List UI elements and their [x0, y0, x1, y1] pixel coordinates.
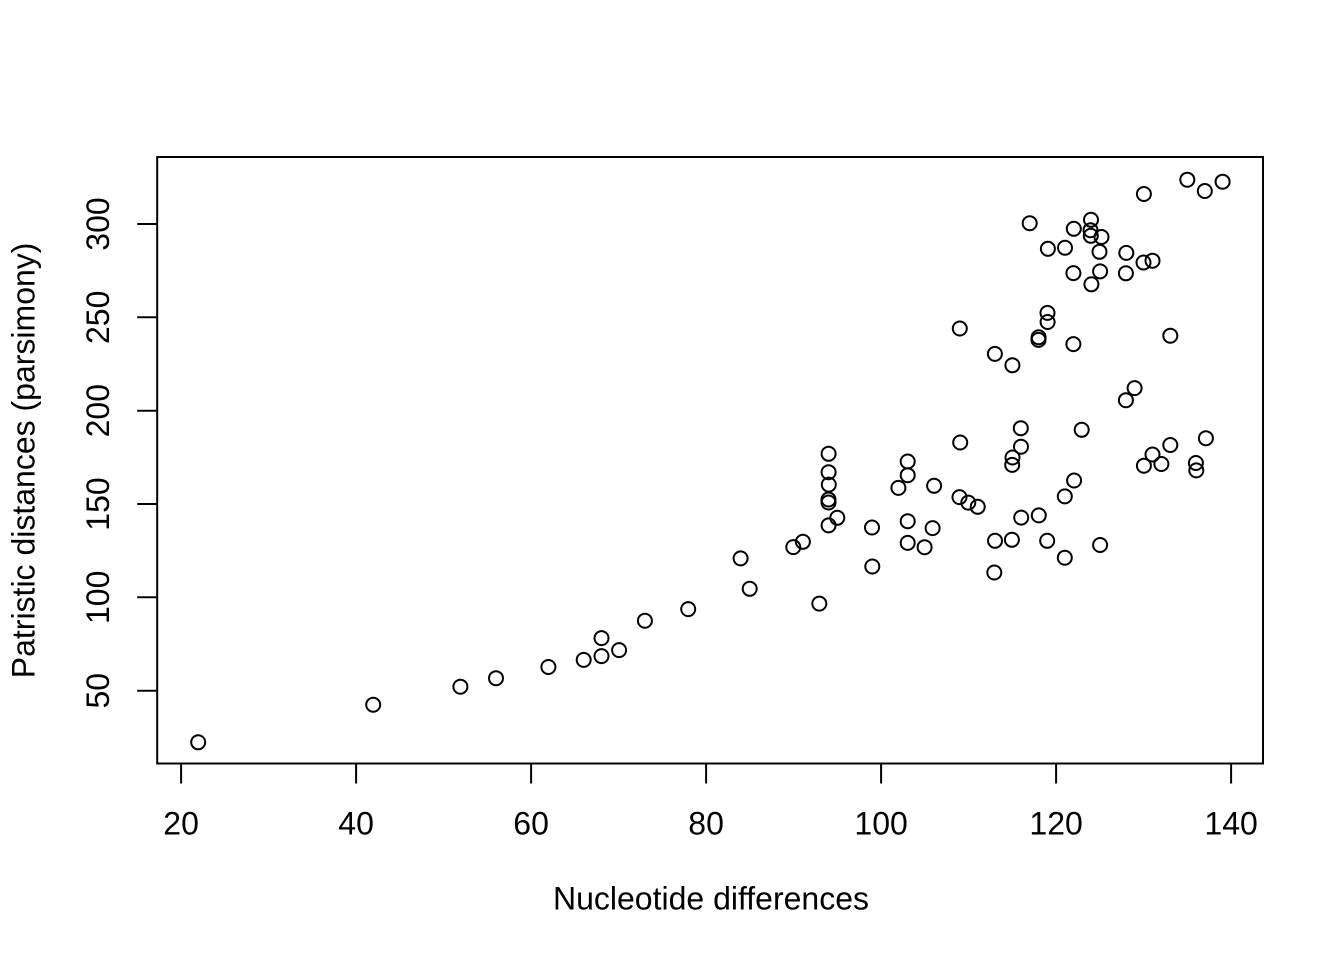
svg-text:40: 40 [338, 806, 374, 842]
svg-text:20: 20 [163, 806, 199, 842]
svg-text:250: 250 [80, 291, 116, 344]
svg-text:Nucleotide differences: Nucleotide differences [553, 881, 869, 917]
svg-text:50: 50 [80, 673, 116, 709]
svg-text:200: 200 [80, 384, 116, 437]
svg-text:100: 100 [80, 571, 116, 624]
svg-text:100: 100 [854, 806, 907, 842]
svg-text:60: 60 [513, 806, 549, 842]
svg-text:120: 120 [1029, 806, 1082, 842]
svg-text:150: 150 [80, 477, 116, 530]
svg-text:Patristic distances (parsimony: Patristic distances (parsimony) [6, 243, 42, 679]
svg-text:300: 300 [80, 197, 116, 250]
svg-text:80: 80 [688, 806, 724, 842]
svg-text:140: 140 [1204, 806, 1257, 842]
